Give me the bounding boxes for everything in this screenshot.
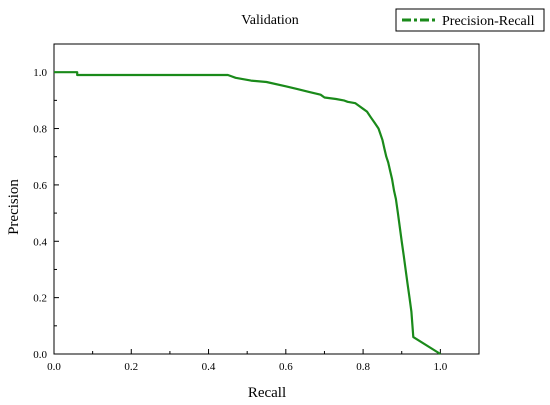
- legend-label: Precision-Recall: [442, 14, 535, 29]
- y-axis-title: Precision: [6, 179, 22, 235]
- x-axis-title: Recall: [248, 385, 286, 401]
- y-tick-label: 1.0: [33, 67, 47, 79]
- x-tick-label: 0.4: [202, 361, 216, 373]
- series-layer: [54, 71, 441, 355]
- y-tick-label: 0.4: [33, 236, 47, 248]
- chart-title: Validation: [241, 13, 299, 28]
- x-tick-label: 0.6: [279, 361, 293, 373]
- x-tick-label: 0.8: [356, 361, 370, 373]
- y-tick-label: 0.8: [33, 124, 47, 136]
- y-axis-ticks: 0.0 0.2 0.4 0.6 0.8 1.0: [33, 67, 59, 361]
- legend-box: [395, 8, 545, 32]
- x-axis-ticks: 0.0 0.2 0.4 0.6 0.8 1.0: [47, 349, 448, 373]
- y-tick-label: 0.6: [33, 180, 47, 192]
- legend: Precision-Recall: [395, 8, 545, 32]
- y-tick-label: 0.2: [33, 293, 47, 305]
- x-tick-label: 0.0: [47, 361, 61, 373]
- series-line-precision-recall: [54, 71, 441, 355]
- y-tick-label: 0.0: [33, 349, 47, 361]
- x-tick-label: 0.2: [124, 361, 138, 373]
- plot-frame: [53, 43, 480, 355]
- x-tick-label: 1.0: [433, 361, 447, 373]
